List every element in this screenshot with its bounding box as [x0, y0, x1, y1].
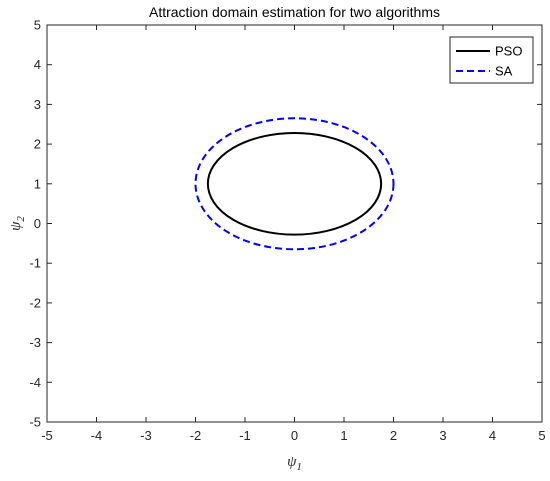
y-tick-label: -5	[29, 415, 41, 430]
x-tick-label: -2	[190, 428, 202, 443]
x-tick-label: 2	[390, 428, 397, 443]
chart-title: Attraction domain estimation for two alg…	[149, 4, 440, 20]
y-tick-label: -1	[29, 256, 41, 271]
y-tick-label: 2	[34, 137, 41, 152]
x-tick-label: -1	[239, 428, 251, 443]
legend-box	[449, 36, 534, 84]
x-axis-label-base: ψ	[287, 454, 297, 470]
x-tick-label: 4	[489, 428, 496, 443]
x-axis-label: ψ1	[287, 454, 302, 473]
x-tick-label: 5	[538, 428, 545, 443]
y-tick-label: -3	[29, 335, 41, 350]
y-tick-label: 3	[34, 97, 41, 112]
legend-label-sa: SA	[495, 64, 513, 79]
series-layer	[194, 117, 395, 251]
y-tick-label: 1	[34, 176, 41, 191]
y-axis-label-subscript: 2	[15, 216, 27, 222]
x-tick-label: -5	[41, 428, 53, 443]
legend-label-pso: PSO	[495, 44, 522, 59]
y-axis-label: ψ2	[8, 216, 27, 231]
x-tick-label: -4	[91, 428, 103, 443]
x-tick-label: 3	[439, 428, 446, 443]
y-tick-label: -4	[29, 375, 41, 390]
series-sa-curve	[194, 117, 395, 251]
y-tick-label: 4	[34, 57, 41, 72]
x-axis-label-subscript: 1	[296, 461, 302, 473]
y-tick-label: -2	[29, 295, 41, 310]
tick-layer: -5 -4 -3 -2 -1 0 1 2 3 4 5 -5 -4 -3 -2 -1 0 1 2 3 4 5	[29, 18, 545, 444]
y-axis-label-base: ψ	[8, 221, 24, 231]
x-tick-label: -3	[140, 428, 152, 443]
legend: PSO SA	[449, 36, 534, 84]
plot-area	[47, 25, 542, 422]
y-tick-label: 5	[34, 18, 41, 33]
y-tick-label: 0	[34, 216, 41, 231]
series-pso-curve	[206, 131, 383, 236]
x-tick-label: 1	[340, 428, 347, 443]
x-tick-label: 0	[291, 428, 298, 443]
